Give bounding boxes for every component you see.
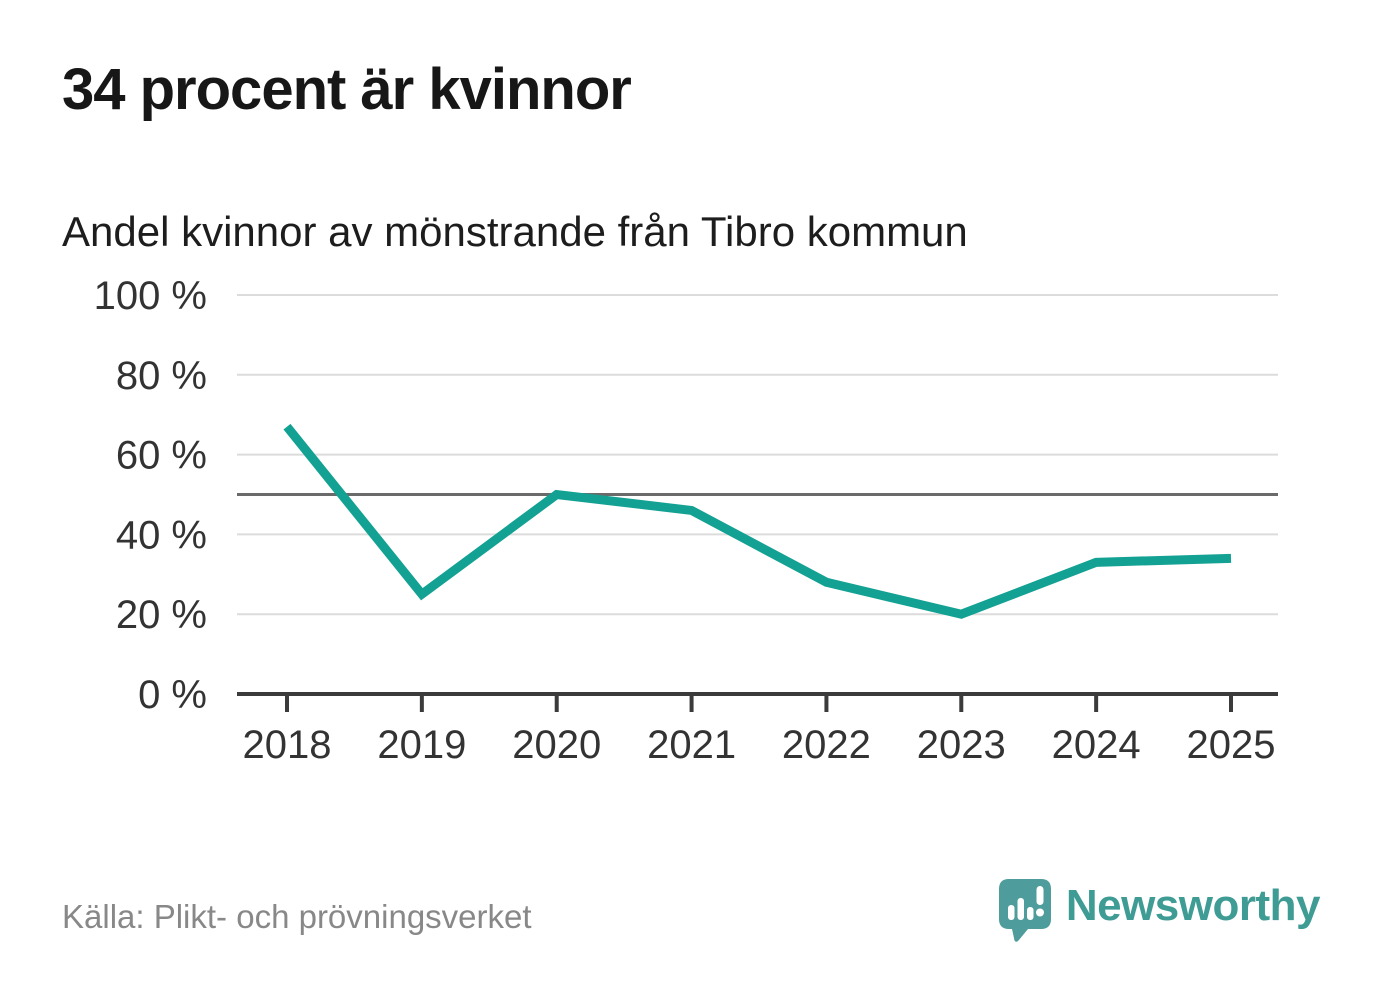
y-axis-label-100: 100 %: [94, 274, 207, 318]
y-axis-label-80: 80 %: [116, 354, 207, 398]
x-axis-label-2018: 2018: [243, 723, 332, 767]
y-axis-label-20: 20 %: [116, 593, 207, 637]
source-caption: Källa: Plikt- och prövningsverket: [62, 898, 532, 935]
x-axis-label-2020: 2020: [512, 723, 601, 767]
page-title: 34 procent är kvinnor: [62, 57, 632, 122]
data-line: [283, 423, 1232, 619]
y-axis-label-0: 0 %: [138, 673, 207, 717]
newsworthy-speech-bubble-chart-icon: [998, 879, 1051, 942]
x-axis-label-2022: 2022: [782, 723, 871, 767]
x-axis-label-2025: 2025: [1187, 723, 1276, 767]
x-axis-label-2021: 2021: [647, 723, 736, 767]
brand-logo: Newsworthy: [998, 878, 1321, 942]
brand-name: Newsworthy: [1065, 881, 1321, 930]
x-axis-label-2023: 2023: [917, 723, 1006, 767]
y-axis-label-60: 60 %: [116, 434, 207, 478]
x-axis-label-2019: 2019: [377, 723, 466, 767]
x-axis-label-2024: 2024: [1052, 723, 1141, 767]
y-axis-label-40: 40 %: [116, 513, 207, 557]
chart-subtitle: Andel kvinnor av mönstrande från Tibro k…: [62, 208, 968, 255]
